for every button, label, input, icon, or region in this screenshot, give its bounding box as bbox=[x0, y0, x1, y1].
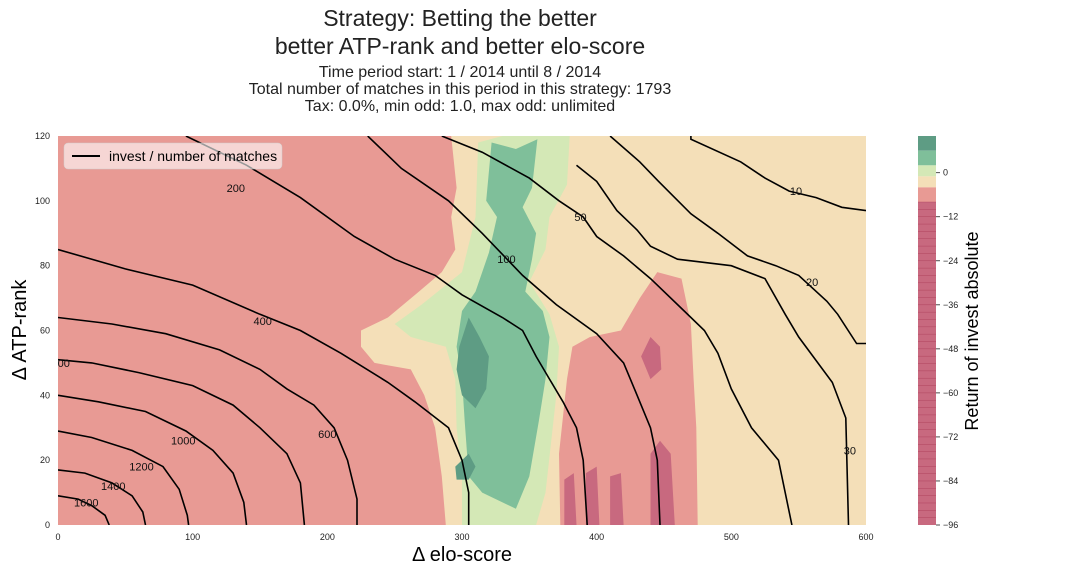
legend-box bbox=[63, 142, 283, 170]
contour-label-1000: 1000 bbox=[171, 436, 195, 448]
contour-line-400 bbox=[58, 248, 470, 525]
fill-bottom-loss-bars bbox=[564, 440, 675, 525]
contour-line-1400 bbox=[58, 469, 147, 525]
contour-label-600: 600 bbox=[318, 429, 336, 441]
x-tick-label: 300 bbox=[454, 532, 469, 542]
colorbar-label: Return of invest absolute bbox=[962, 231, 982, 430]
fill-right-deep-loss-region bbox=[641, 337, 662, 380]
y-tick-label: 100 bbox=[35, 196, 50, 206]
colorbar-tick-label: −96 bbox=[943, 520, 958, 530]
colorbar-band bbox=[918, 150, 936, 166]
y-axis-ticks: 0 20 40 60 80 100 120 bbox=[35, 131, 50, 530]
fill-big-gain-region bbox=[455, 317, 489, 480]
colorbar-band bbox=[918, 176, 936, 188]
colorbar-tick-label: −48 bbox=[943, 344, 958, 354]
contour-label-10: 10 bbox=[790, 186, 802, 198]
contour-fill-layer bbox=[58, 136, 866, 525]
contour-label-1400: 1400 bbox=[101, 481, 125, 493]
x-tick-label: 500 bbox=[724, 532, 739, 542]
y-axis-label: Δ ATP-rank bbox=[9, 279, 31, 381]
contour-line-20 bbox=[609, 136, 866, 345]
x-tick-label: 400 bbox=[589, 532, 604, 542]
colorbar-tick-label: 0 bbox=[943, 168, 948, 178]
subtitle-tax: Tax: 0.0%, min odd: 1.0, max odd: unlimi… bbox=[304, 98, 616, 115]
chart-title: Strategy: Betting the better bbox=[323, 5, 597, 31]
contour-label-100: 100 bbox=[497, 254, 515, 266]
contour-line-100 bbox=[367, 136, 661, 525]
y-tick-label: 40 bbox=[40, 390, 50, 400]
y-tick-label: 0 bbox=[45, 520, 50, 530]
contour-label-30: 30 bbox=[844, 445, 856, 457]
legend: invest / number of matches bbox=[63, 142, 283, 170]
contour-label-400: 400 bbox=[254, 316, 272, 328]
contour-line-10 bbox=[690, 136, 866, 212]
contour-line-50 bbox=[441, 136, 793, 525]
colorbar-tick-label: −72 bbox=[943, 432, 958, 442]
colorbar-band bbox=[918, 165, 936, 177]
contour-line-800 bbox=[58, 358, 306, 525]
chart-title-line2: better ATP-rank and better elo-score bbox=[274, 33, 646, 59]
x-axis-ticks: 0 100 200 300 400 500 600 bbox=[55, 532, 873, 542]
contour-lines bbox=[58, 136, 866, 525]
contour-label-50: 50 bbox=[574, 212, 586, 224]
x-tick-label: 100 bbox=[185, 532, 200, 542]
contour-line-200 bbox=[185, 136, 588, 525]
colorbar-tick-label: −84 bbox=[943, 476, 958, 486]
colorbar-band bbox=[918, 187, 936, 203]
colorbar-tick-label: −36 bbox=[943, 300, 958, 310]
fill-deep-loss-blob bbox=[327, 181, 368, 201]
contour-line-1000 bbox=[58, 394, 248, 525]
x-tick-label: 0 bbox=[55, 532, 60, 542]
contour-line-30 bbox=[575, 164, 850, 525]
contour-label-1600: 1600 bbox=[74, 497, 98, 509]
y-tick-label: 60 bbox=[40, 326, 50, 336]
contour-label-800: 800 bbox=[52, 358, 70, 370]
contour-line-1600 bbox=[58, 495, 110, 525]
y-tick-label: 80 bbox=[40, 261, 50, 271]
legend-entry: invest / number of matches bbox=[109, 148, 277, 164]
y-tick-label: 20 bbox=[40, 455, 50, 465]
fill-gain-region bbox=[456, 139, 550, 509]
contour-line-600 bbox=[58, 316, 358, 525]
colorbar-band bbox=[918, 136, 936, 151]
x-tick-label: 200 bbox=[320, 532, 335, 542]
x-tick-label: 600 bbox=[858, 532, 873, 542]
colorbar-tick-label: −24 bbox=[943, 256, 958, 266]
fill-loss-band bbox=[58, 136, 457, 525]
colorbar-tick-label: −60 bbox=[943, 388, 958, 398]
subtitle-matches: Total number of matches in this period i… bbox=[248, 81, 672, 98]
colorbar-tick-label: −12 bbox=[943, 212, 958, 222]
x-axis-label: Δ elo-score bbox=[412, 544, 512, 566]
colorbar: 0 −12 −24 −36 −48 −60 −72 −84 −96 bbox=[918, 136, 958, 530]
subtitle-period: Time period start: 1 / 2014 until 8 / 20… bbox=[318, 64, 602, 81]
contour-line-1200 bbox=[58, 430, 190, 525]
y-tick-label: 120 bbox=[35, 131, 50, 141]
contour-label-20: 20 bbox=[806, 277, 818, 289]
contour-label-200: 200 bbox=[227, 183, 245, 195]
contour-label-1200: 1200 bbox=[129, 462, 153, 474]
